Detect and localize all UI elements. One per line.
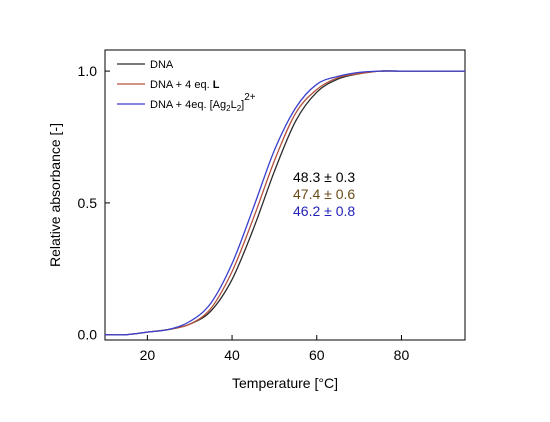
- legend-ag-sub2: 2: [237, 104, 242, 113]
- x-tick-label: 40: [224, 347, 240, 363]
- legend-label-dna-l-bold: L: [213, 79, 220, 91]
- legend-label-dna-l-plain: DNA + 4 eq.: [150, 79, 213, 91]
- annotation-tm-dna-l: 47.4 ± 0.6: [293, 186, 355, 202]
- annotation-tm-dna-ag: 46.2 ± 0.8: [293, 203, 355, 219]
- x-tick-label: 60: [309, 347, 325, 363]
- series-layer: [104, 70, 465, 336]
- y-tick-label: 1.0: [78, 63, 98, 79]
- legend: DNA DNA + 4 eq. L DNA + 4eq. [Ag2L2]2+: [117, 59, 256, 113]
- legend-ag-main: DNA + 4eq. [Ag: [150, 99, 226, 111]
- legend-ag-sub1: 2: [226, 104, 231, 113]
- x-axis-title: Temperature [°C]: [232, 375, 338, 391]
- y-axis-title: Relative absorbance [-]: [47, 123, 63, 267]
- annotation-tm-dna: 48.3 ± 0.3: [293, 169, 355, 185]
- tm-annotations: 48.3 ± 0.3 47.4 ± 0.6 46.2 ± 0.8: [293, 169, 355, 219]
- y-tick-label: 0.0: [78, 327, 98, 343]
- x-tick-label: 20: [140, 347, 156, 363]
- plot-frame: [104, 49, 466, 341]
- series-line-2: [104, 70, 465, 336]
- legend-label-dna-ag: DNA + 4eq. [Ag2L2]2+: [150, 92, 256, 113]
- legend-ag-mid: L: [231, 99, 237, 111]
- axis-ticks: 20 40 60 80 0.0 0.5 1.0: [78, 63, 410, 363]
- y-tick-label: 0.5: [78, 195, 98, 211]
- legend-ag-sup: 2+: [244, 92, 256, 103]
- legend-label-dna: DNA: [150, 59, 174, 71]
- x-tick-label: 80: [394, 347, 410, 363]
- legend-label-dna-l: DNA + 4 eq. L: [150, 79, 220, 91]
- legend-ag-end: ]: [241, 99, 244, 111]
